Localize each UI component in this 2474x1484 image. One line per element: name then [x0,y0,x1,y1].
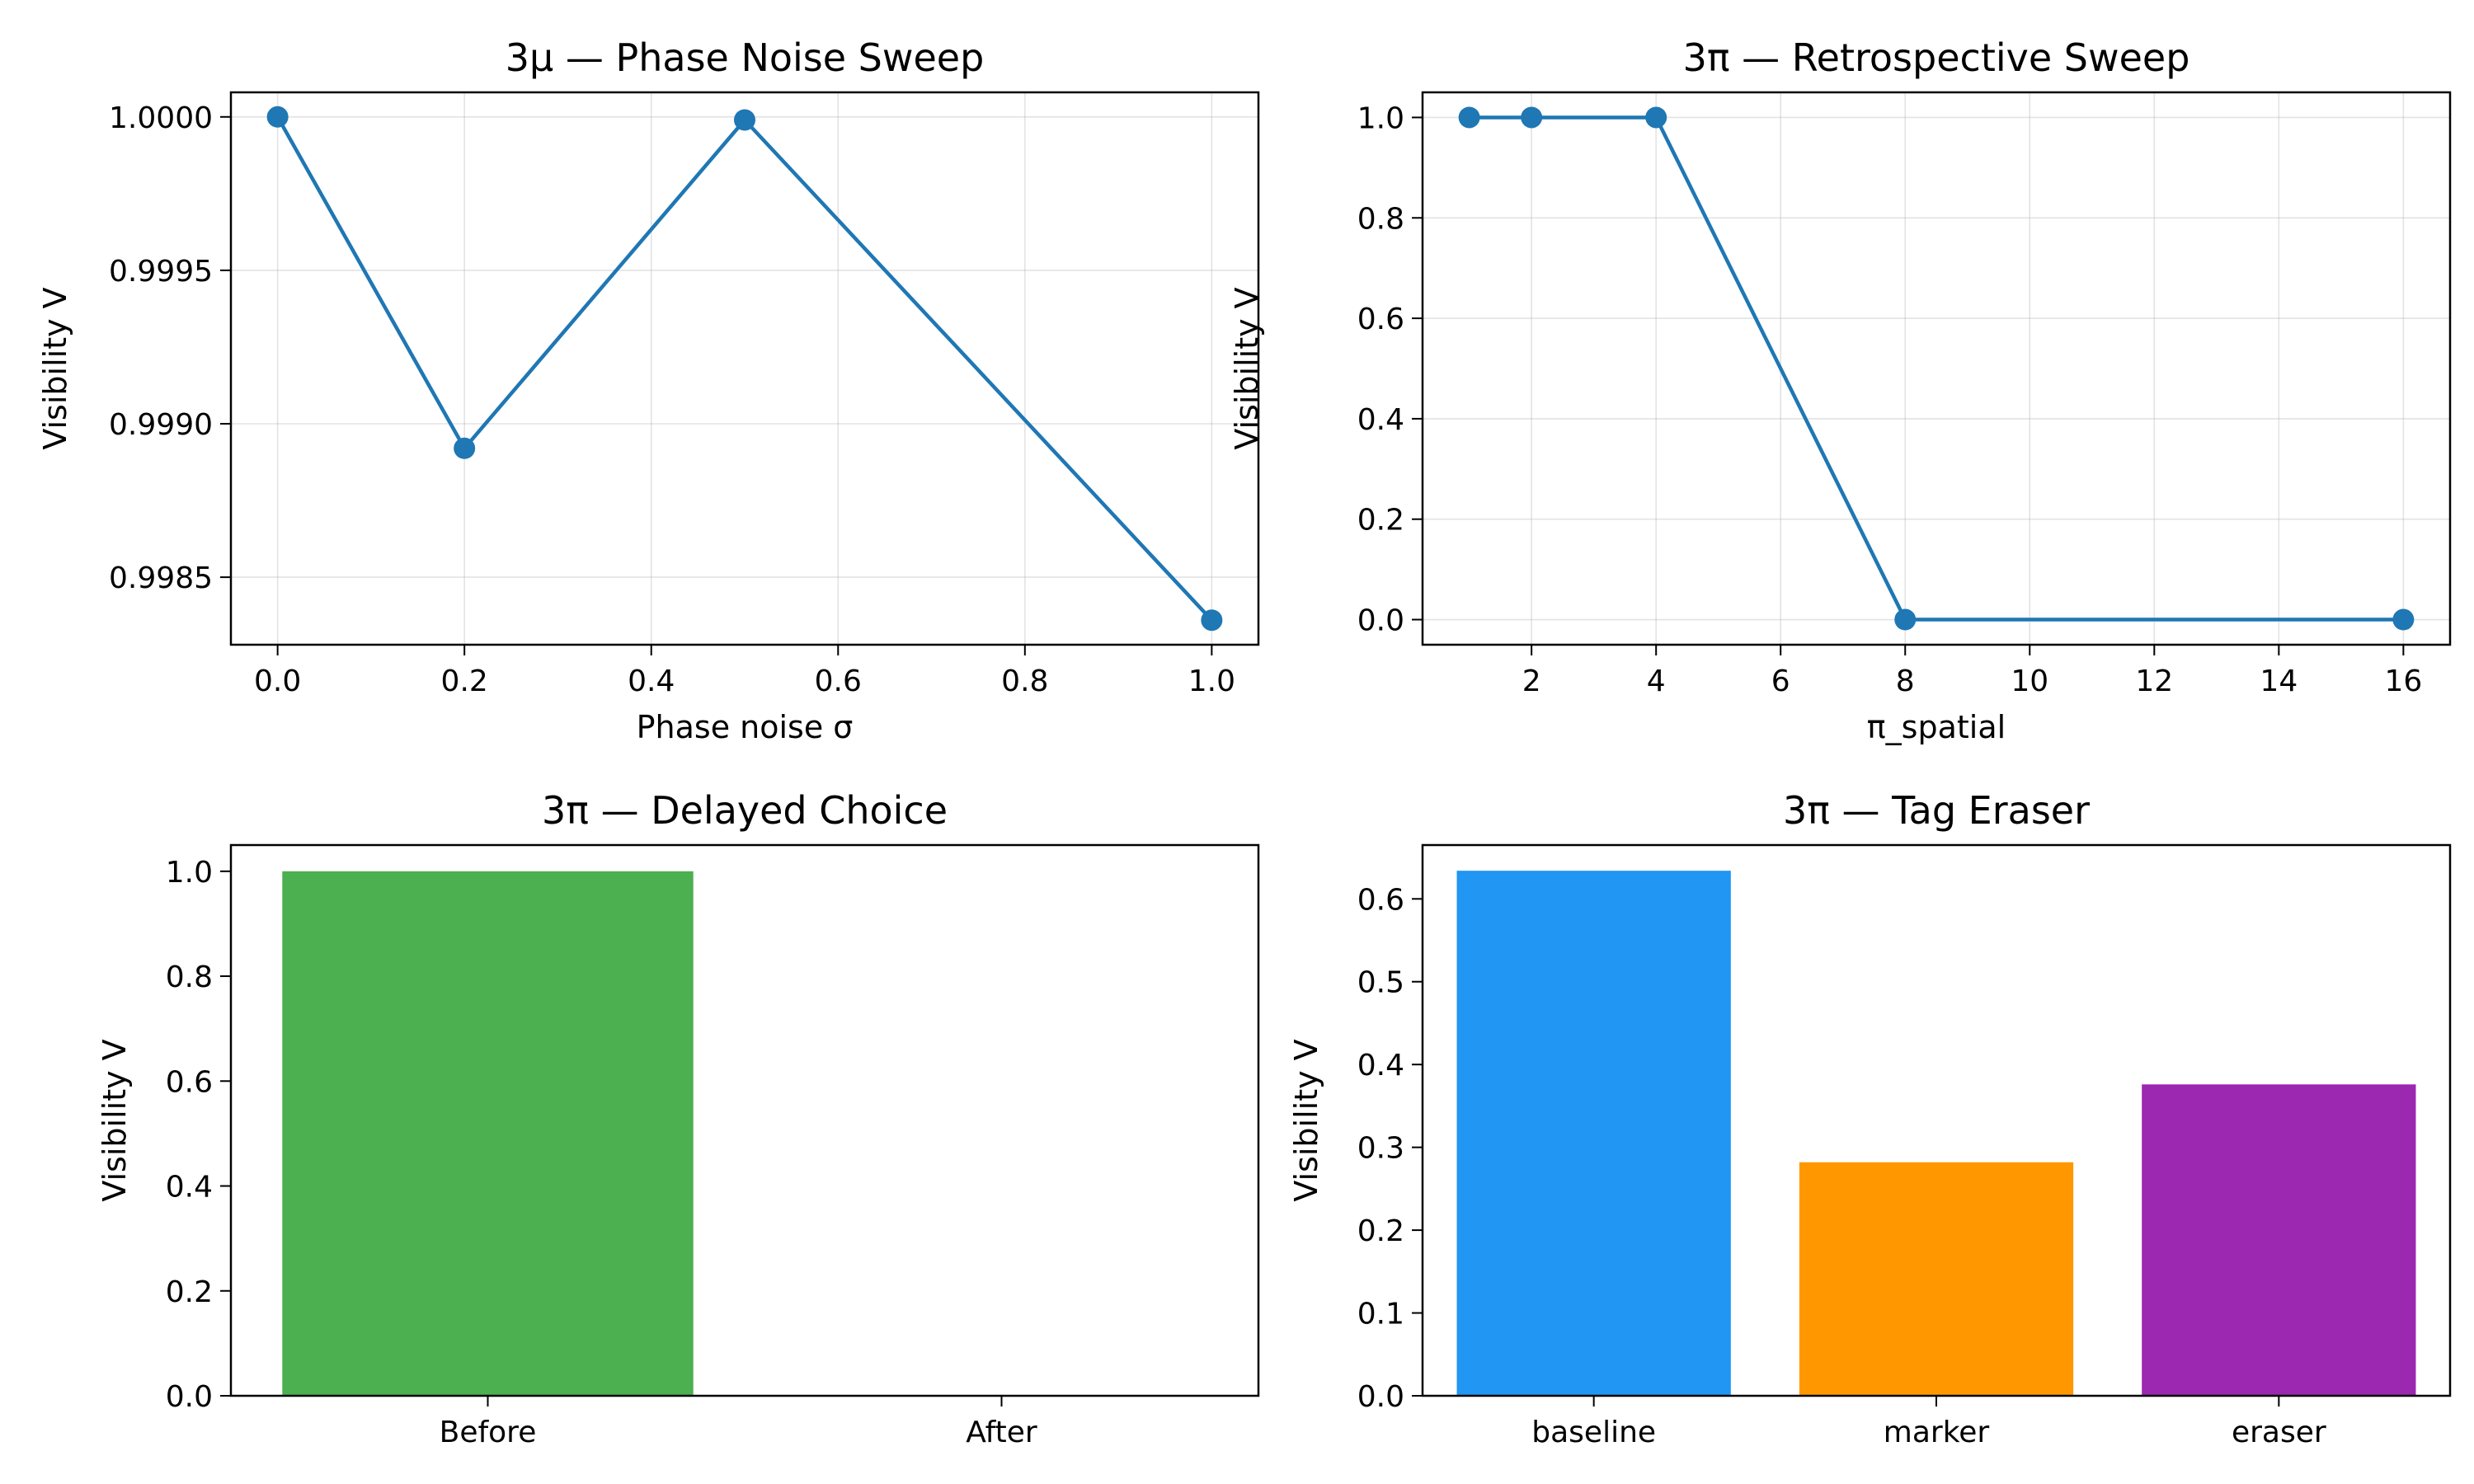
y-tick-label: 0.6 [166,1065,213,1099]
data-point [1201,609,1223,632]
y-tick-label: 0.4 [1357,1049,1404,1082]
series-line [1469,115,2404,622]
chart-retrospective-sweep: 3π — Retrospective Sweep π_spatial Visib… [1229,35,2452,745]
x-axis-label: π_spatial [1867,709,2006,745]
plot-frame [1421,91,2452,646]
series-line [275,115,1214,622]
y-tick-label: 0.4 [1357,403,1404,437]
chart-title: 3π — Delayed Choice [542,788,948,833]
data-point [734,109,755,131]
chart-title: 3π — Tag Eraser [1783,788,2090,833]
y-tick-label: 0.6 [1357,303,1404,336]
x-tick-label: 0.8 [1001,665,1048,698]
x-tick-label: 0.0 [254,665,301,698]
x-tick-label: After [966,1416,1037,1449]
y-axis-label: Visibility V [1229,287,1265,449]
x-tick-label: baseline [1531,1416,1656,1449]
x-tick-label: marker [1884,1416,1990,1449]
y-tick-label: 0.2 [1357,504,1404,538]
plot-frame [1421,843,2452,1397]
y-tick-label: 0.9990 [109,408,213,442]
x-tick-label: 4 [1647,665,1666,698]
data-point [1894,608,1917,631]
bar [282,871,694,1396]
x-tick-label: 1.0 [1188,665,1235,698]
y-tick-label: 0.5 [1357,966,1404,1000]
y-tick-label: 0.8 [166,960,213,994]
y-tick-label: 1.0000 [109,101,213,135]
data-point [1458,106,1480,129]
y-tick-label: 0.3 [1357,1132,1404,1166]
y-tick-label: 0.0 [1357,604,1404,638]
y-tick-label: 0.6 [1357,883,1404,917]
x-tick-label: 2 [1522,665,1541,698]
data-point [1521,106,1543,129]
y-tick-label: 0.2 [1357,1214,1404,1248]
y-axis-label: Visibility V [96,1039,133,1201]
y-tick-label: 0.0 [166,1380,213,1414]
bar [1456,871,1731,1396]
chart-delayed-choice: 3π — Delayed Choice Visibility V 0.0 0.2 0… [96,788,1260,1449]
x-tick-label: 6 [1771,665,1790,698]
x-tick-label: 0.6 [815,665,862,698]
y-tick-label: 0.0 [1357,1380,1404,1414]
y-tick-label: 0.8 [1357,202,1404,236]
plot-frame [229,843,1260,1397]
chart-tag-eraser: 3π — Tag Eraser Visibility V 0.0 0.1 0.2 0.… [1288,788,2452,1449]
y-tick-label: 0.9995 [109,255,213,289]
x-tick-label: eraser [2232,1416,2326,1449]
y-tick-label: 1.0 [166,856,213,890]
y-tick-label: 0.4 [166,1171,213,1205]
data-point [2392,608,2415,631]
x-tick-label: 16 [2384,665,2422,698]
bar [2142,1084,2416,1396]
x-tick-label: 14 [2260,665,2298,698]
data-point [1645,106,1667,129]
y-tick-label: 0.2 [166,1275,213,1309]
x-tick-label: 0.4 [628,665,675,698]
x-tick-label: 8 [1896,665,1915,698]
y-axis-label: Visibility V [37,287,73,449]
chart-phase-noise-sweep: 3μ — Phase Noise Sweep Phase noise σ Vis… [37,35,1260,745]
x-tick-label: 0.2 [441,665,488,698]
y-axis-label: Visibility V [1288,1039,1324,1201]
data-point [454,437,476,459]
bar [1799,1162,2074,1396]
y-tick-label: 1.0 [1357,101,1404,135]
data-point [266,106,289,128]
plot-frame [229,91,1260,646]
x-tick-label: Before [440,1416,537,1449]
y-tick-label: 0.9985 [109,561,213,595]
y-tick-label: 0.1 [1357,1298,1404,1331]
x-tick-label: 10 [2011,665,2048,698]
chart-title: 3μ — Phase Noise Sweep [506,35,985,80]
chart-title: 3π — Retrospective Sweep [1683,35,2190,80]
x-axis-label: Phase noise σ [637,709,854,745]
x-tick-label: 12 [2135,665,2173,698]
